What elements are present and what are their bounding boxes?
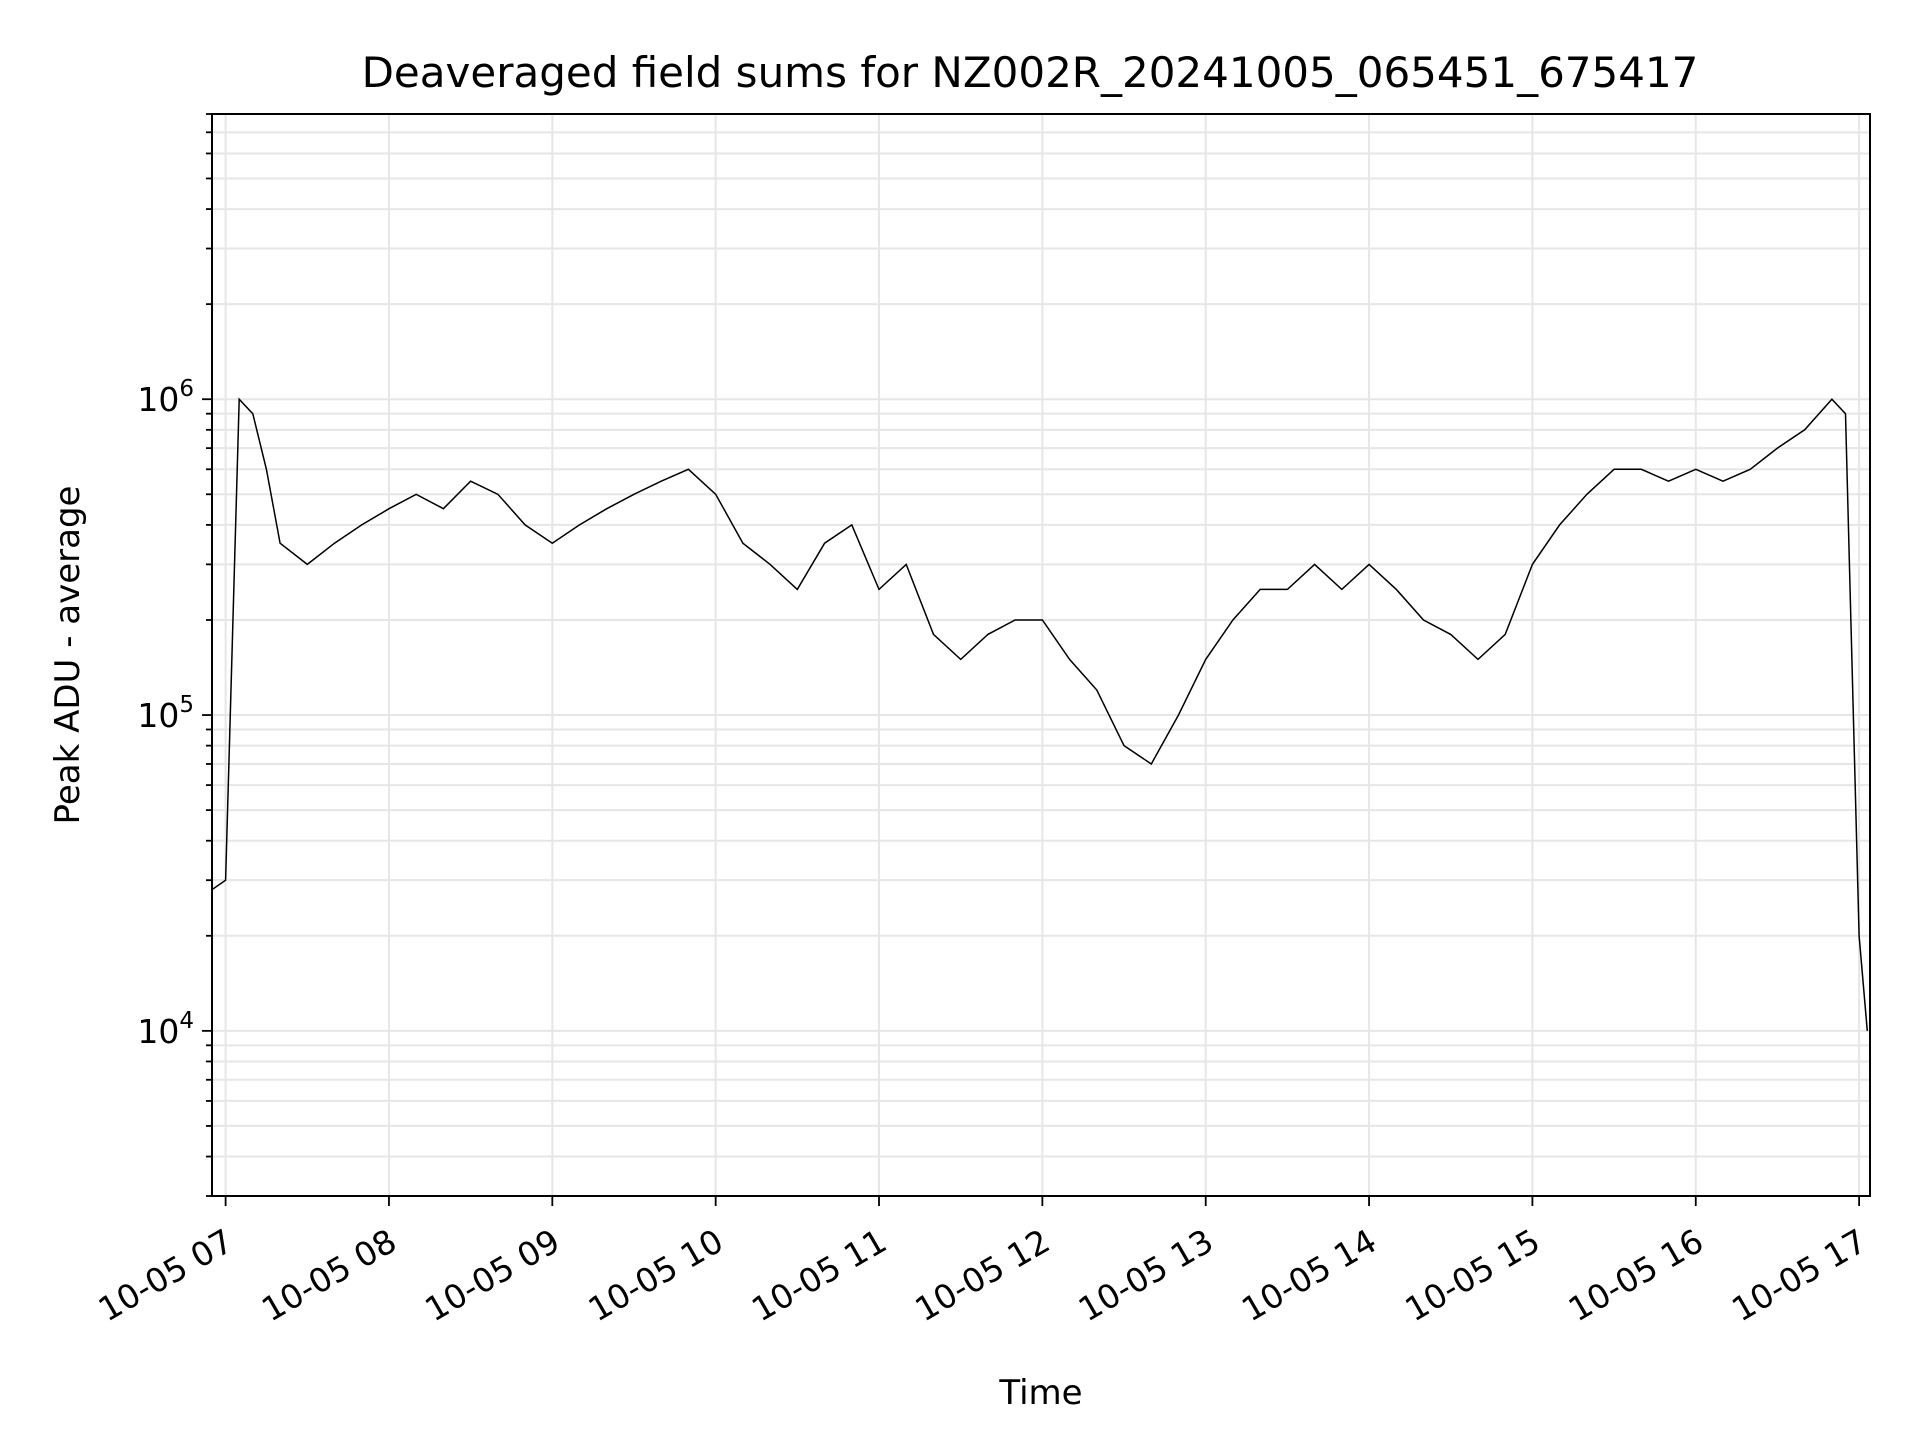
y-axis-title: Peak ADU - average bbox=[48, 486, 88, 825]
y-tick-label: 106 bbox=[137, 376, 194, 419]
x-tick-label: 10-05 11 bbox=[745, 1221, 893, 1329]
y-axis: 104 105 106 bbox=[137, 113, 212, 1197]
x-tick-label: 10-05 12 bbox=[908, 1221, 1056, 1329]
x-tick-label: 10-05 15 bbox=[1398, 1221, 1546, 1329]
x-tick-label: 10-05 13 bbox=[1072, 1221, 1220, 1329]
y-tick-label: 104 bbox=[137, 1008, 194, 1051]
plot-area bbox=[211, 397, 1869, 1031]
x-tick-label: 10-05 14 bbox=[1235, 1221, 1383, 1329]
plot-frame bbox=[211, 113, 1871, 1197]
x-tick-label: 10-05 09 bbox=[418, 1221, 566, 1329]
chart-title: Deaveraged field sums for NZ002R_2024100… bbox=[362, 48, 1699, 97]
data-line bbox=[211, 397, 1869, 1031]
x-axis-title: Time bbox=[998, 1373, 1082, 1413]
x-tick-label: 10-05 10 bbox=[582, 1221, 730, 1329]
x-tick-label: 10-05 17 bbox=[1725, 1221, 1873, 1329]
x-axis: 10-05 07 10-05 08 10-05 09 10-05 10 10-05 11… bbox=[92, 1196, 1873, 1329]
grid bbox=[212, 113, 1870, 1197]
x-tick-label: 10-05 08 bbox=[255, 1221, 403, 1329]
x-tick-label: 10-05 07 bbox=[92, 1221, 240, 1329]
x-tick-label: 10-05 16 bbox=[1562, 1221, 1710, 1329]
y-tick-label: 105 bbox=[137, 692, 194, 735]
